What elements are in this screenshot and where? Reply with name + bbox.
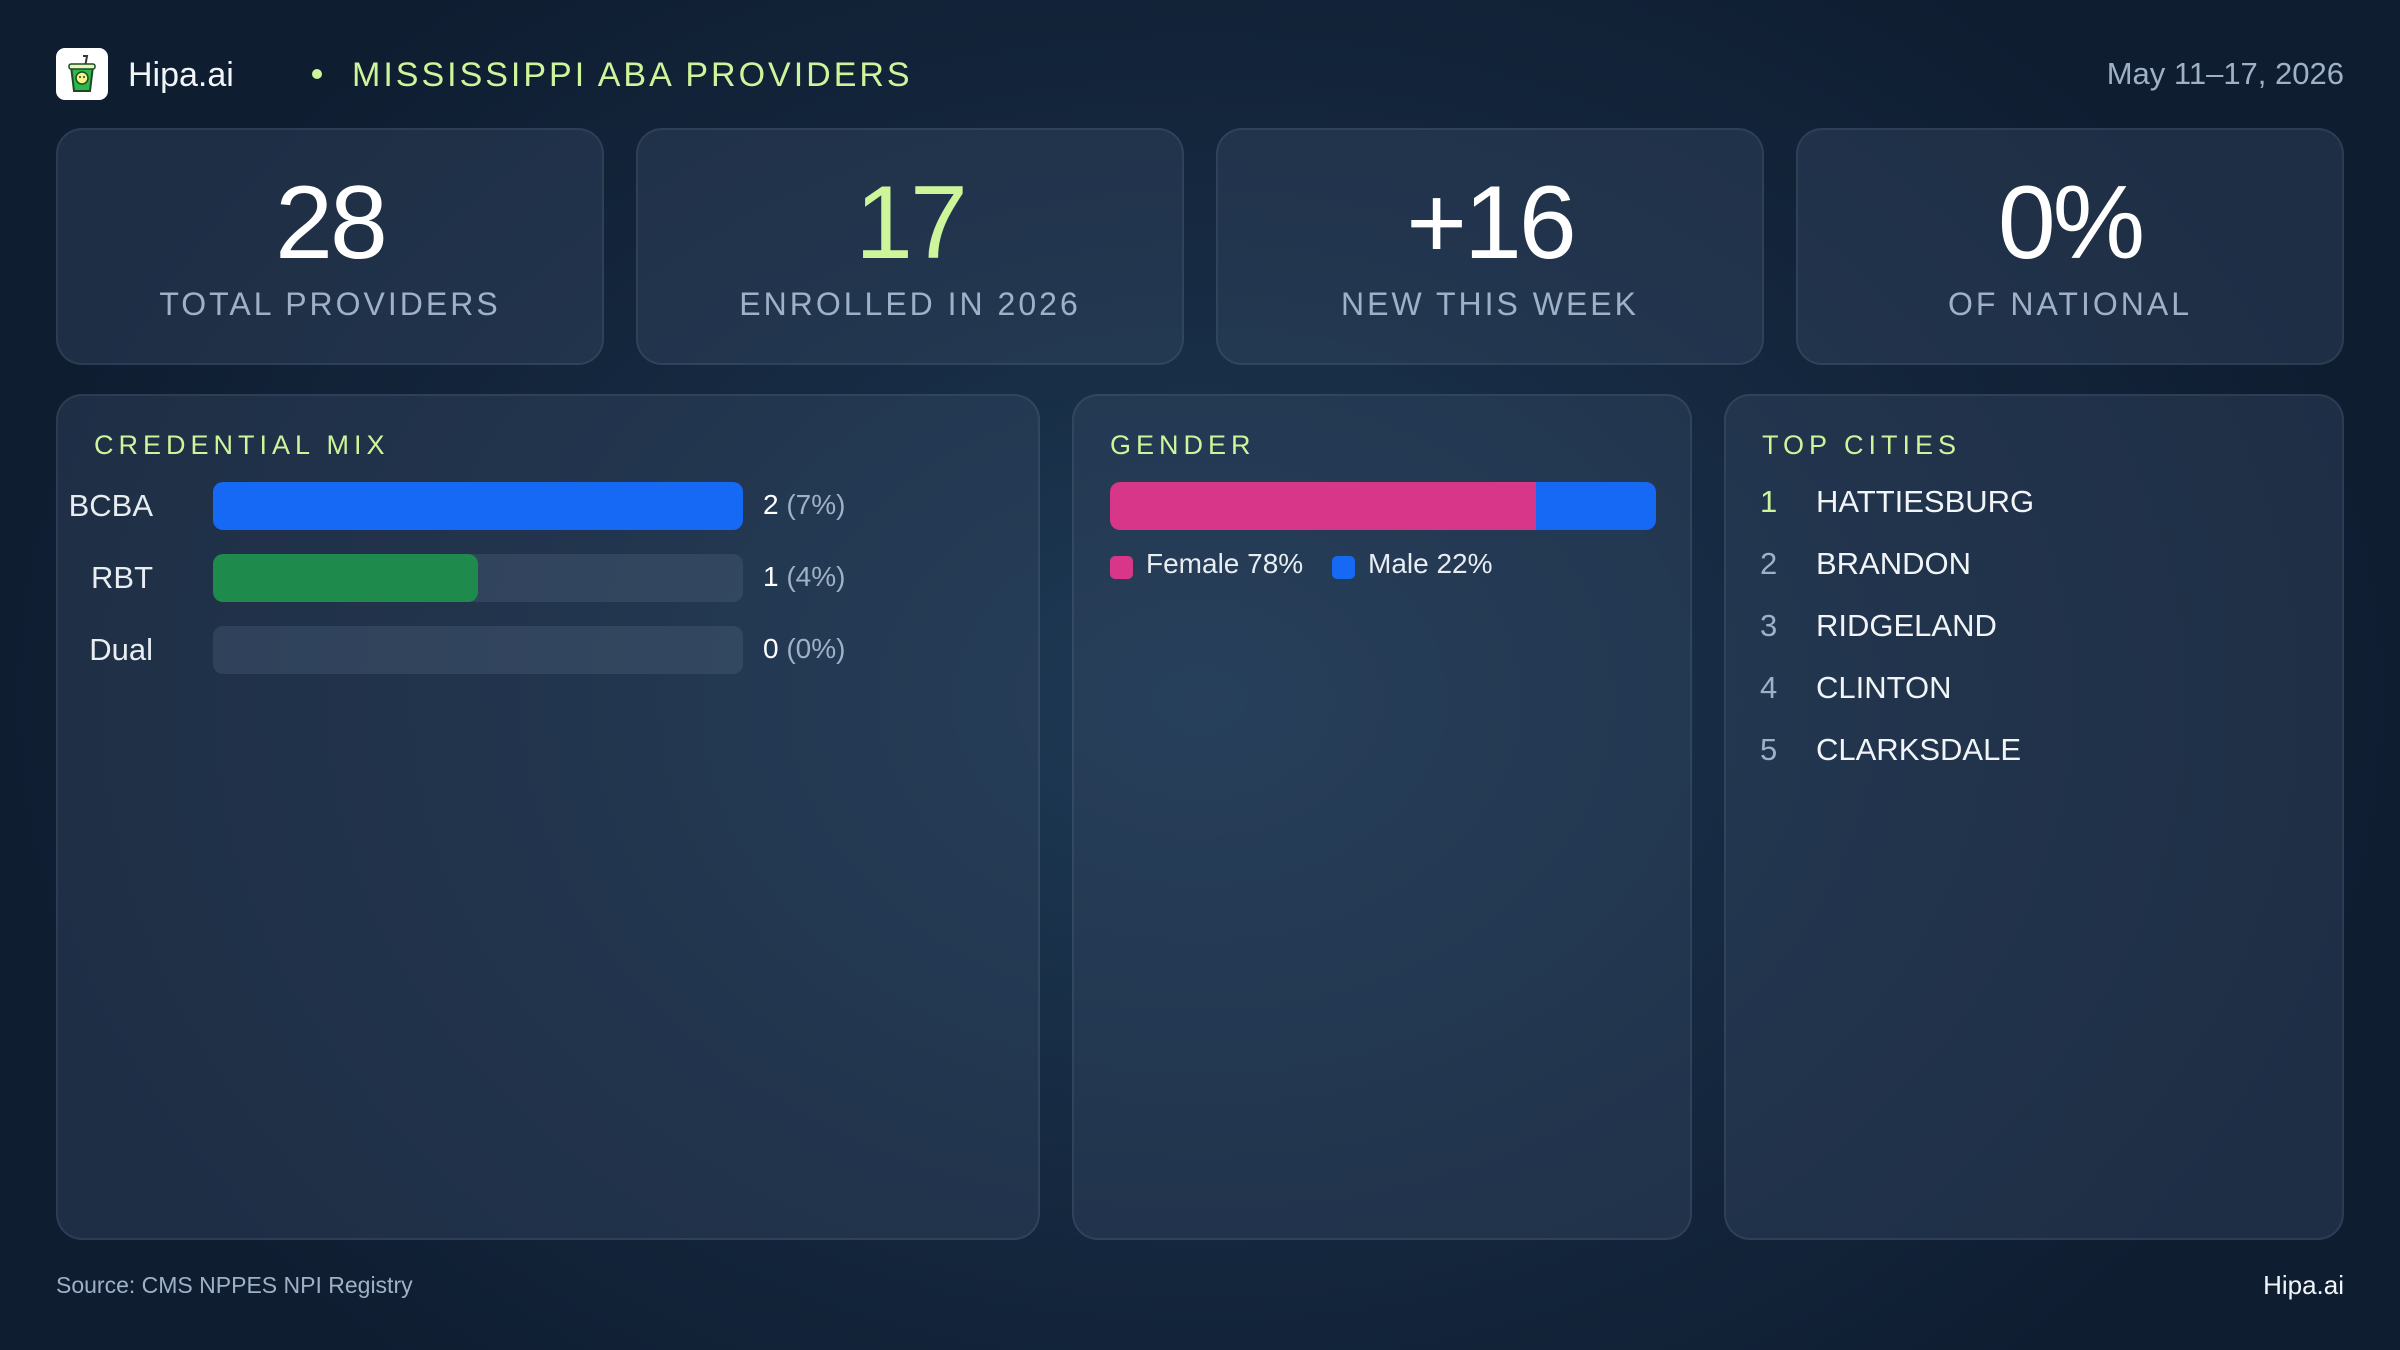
- separator-dot: [312, 69, 322, 79]
- bar-rbt: [213, 554, 478, 602]
- bar-percent: (7%): [786, 489, 846, 520]
- city-name: CLINTON: [1816, 670, 1952, 705]
- top-cities-panel: TOP CITIES 1 HATTIESBURG 2 BRANDON 3 RIDGELAN…: [1724, 394, 2344, 1240]
- kpi-total-providers: 28 TOTAL PROVIDERS: [56, 128, 604, 365]
- city-rank: 2: [1760, 546, 1778, 581]
- bar-percent: (0%): [786, 633, 846, 664]
- bar-count: 0: [763, 633, 779, 664]
- kpi-label: NEW THIS WEEK: [1341, 286, 1639, 322]
- bar-category-label: Dual: [89, 632, 153, 667]
- kpi-of-national: 0% OF NATIONAL: [1796, 128, 2344, 365]
- kpi-value: 17: [855, 165, 968, 281]
- legend-label: Female 78%: [1146, 548, 1304, 579]
- bar-percent: (4%): [786, 561, 846, 592]
- kpi-enrolled-2026: 17 ENROLLED IN 2026: [636, 128, 1184, 365]
- gender-panel: GENDER Female 78% Male 22%: [1072, 394, 1692, 1240]
- gender-stacked-bar: [1110, 482, 1656, 530]
- kpi-value: 28: [275, 165, 388, 281]
- bar-track: [213, 626, 743, 674]
- city-rank: 5: [1760, 732, 1778, 767]
- footer-brand: Hipa.ai: [2263, 1270, 2344, 1300]
- legend-swatch: [1332, 556, 1355, 579]
- panel-title: CREDENTIAL MIX: [94, 430, 390, 460]
- bar-track: [213, 482, 743, 530]
- logo: [56, 48, 108, 100]
- dashboard-title: MISSISSIPPI ABA PROVIDERS: [352, 56, 913, 94]
- panel-title: GENDER: [1110, 430, 1256, 460]
- bar-bcba: [213, 482, 743, 530]
- city-name: RIDGELAND: [1816, 608, 1997, 643]
- kpi-label: OF NATIONAL: [1948, 286, 2192, 322]
- city-name: CLARKSDALE: [1816, 732, 2022, 767]
- city-rank: 1: [1760, 484, 1778, 519]
- bar-value-label: 1 (4%): [763, 561, 845, 593]
- kpi-value: 0%: [1997, 165, 2145, 281]
- cup-with-straw-icon: [68, 55, 96, 92]
- city-name: HATTIESBURG: [1816, 484, 2035, 519]
- date-range: May 11–17, 2026: [2106, 56, 2344, 91]
- bar-category-label: BCBA: [68, 488, 153, 523]
- legend-swatch: [1110, 556, 1133, 579]
- bar-category-label: RBT: [91, 560, 153, 595]
- kpi-label: TOTAL PROVIDERS: [159, 286, 501, 322]
- kpi-new-this-week: +16 NEW THIS WEEK: [1216, 128, 1764, 365]
- credential-mix-panel: CREDENTIAL MIX BCBA 2 (7%) RBT 1 (4%) Dual 0 …: [56, 394, 1040, 1240]
- legend-label: Male 22%: [1368, 548, 1493, 579]
- bar-track: [213, 554, 743, 602]
- kpi-label: ENROLLED IN 2026: [739, 286, 1081, 322]
- gender-segment-female: [1110, 482, 1536, 530]
- city-name: BRANDON: [1816, 546, 1972, 581]
- kpi-value: +16: [1406, 165, 1576, 281]
- bar-count: 1: [763, 561, 779, 592]
- header: Hipa.ai MISSISSIPPI ABA PROVIDERS May 11…: [56, 46, 2344, 102]
- city-rank: 4: [1760, 670, 1778, 705]
- bar-count: 2: [763, 489, 779, 520]
- brand-name: Hipa.ai: [128, 56, 234, 94]
- source-note: Source: CMS NPPES NPI Registry: [56, 1272, 413, 1298]
- gender-segment-male: [1535, 482, 1656, 530]
- bar-value-label: 2 (7%): [763, 489, 845, 521]
- bar-value-label: 0 (0%): [763, 633, 845, 665]
- panel-title: TOP CITIES: [1762, 430, 1962, 460]
- city-rank: 3: [1760, 608, 1778, 643]
